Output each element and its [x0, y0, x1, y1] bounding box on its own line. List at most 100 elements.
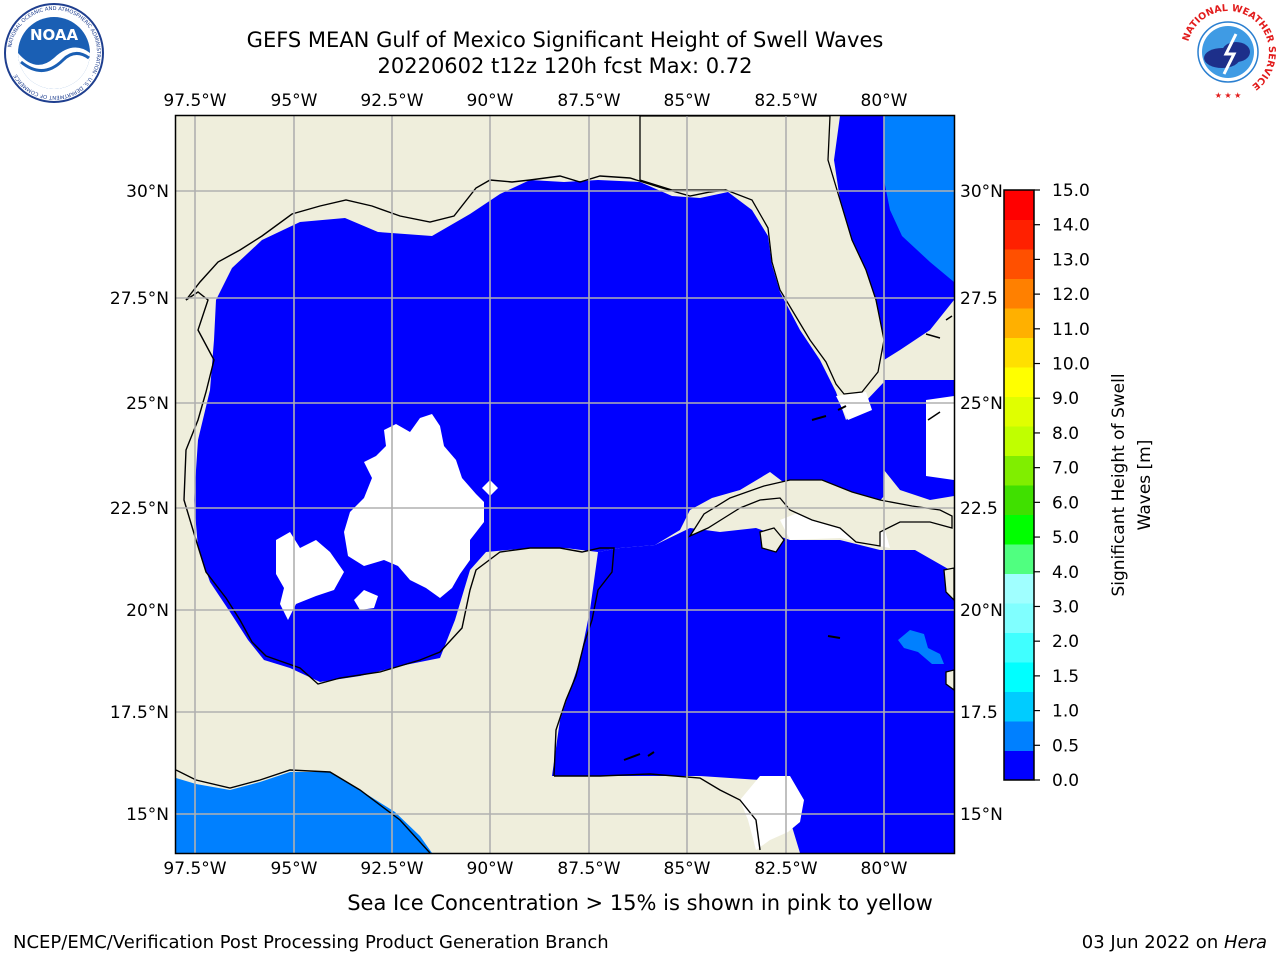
lat-label: 25°N: [126, 394, 169, 414]
colorbar-segment: [1004, 426, 1034, 456]
colorbar-segment: [1004, 219, 1034, 250]
chart-title: GEFS MEAN Gulf of Mexico Significant Hei…: [246, 28, 884, 52]
colorbar-frame: [1003, 189, 1035, 781]
colorbar-tick-label: 14.0: [1052, 216, 1090, 236]
colorbar-segment: [1004, 249, 1034, 279]
colorbar-segment: [1004, 396, 1034, 427]
colorbar-tick-label: 12.0: [1052, 285, 1090, 305]
colorbar-segment: [1004, 603, 1034, 633]
lon-label: 85°W: [664, 91, 711, 111]
central-america-coastline: [554, 773, 761, 851]
lon-labels-top: 97.5°W 95°W 92.5°W 90°W 87.5°W 85°W 82.5…: [163, 91, 907, 111]
no-data-gulf-small: [354, 590, 378, 610]
lat-label: 20°N: [960, 601, 1003, 621]
lat-labels-right: 30°N 27.5 25°N 22.5 20°N 17.5 15°N: [960, 182, 1003, 825]
colorbar-segment: [1004, 308, 1034, 338]
lat-label: 25°N: [960, 394, 1003, 414]
florida-peninsula: [639, 116, 885, 395]
isle-of-youth: [759, 527, 785, 553]
lon-label: 80°W: [861, 859, 908, 879]
colorbar-tick-label: 4.0: [1052, 563, 1079, 583]
hispaniola-edge: [943, 567, 954, 601]
national-weather-service-logo: NATIONAL WEATHER SERVICE ★ ★ ★: [1181, 3, 1278, 100]
lon-label: 95°W: [271, 859, 318, 879]
colorbar-tick-label: 15.0: [1052, 181, 1090, 201]
colorbar-tick-label: 1.5: [1052, 667, 1079, 687]
lon-label: 87.5°W: [557, 859, 620, 879]
noaa-logo: NOAA NATIONAL OCEANIC AND ATMOSPHERIC AD…: [4, 3, 104, 103]
lon-label: 82.5°W: [754, 859, 817, 879]
colorbar-segment: [1004, 485, 1034, 515]
no-data-florida-keys: [836, 392, 872, 420]
bahamas-islands: [925, 315, 953, 421]
colorbar-tick-label: 3.0: [1052, 597, 1079, 617]
colorbar-segment: [1004, 750, 1034, 781]
swell-0.5-patch-caribbean: [898, 630, 944, 664]
colorbar-segment: [1004, 662, 1034, 692]
colorbar-tick-label: 7.0: [1052, 459, 1079, 479]
date-text: 03 Jun 2022 on: [1081, 932, 1224, 953]
colorbar-tick-label: 0.5: [1052, 736, 1079, 756]
lat-label: 27.5°N: [110, 289, 169, 309]
small-island-1: [623, 751, 655, 761]
colorbar-label-line2: Waves [m]: [1135, 440, 1155, 531]
map-area: [176, 116, 954, 853]
lat-label: 15°N: [960, 805, 1003, 825]
no-data-bahamas: [926, 396, 954, 480]
florida-keys-line: [811, 405, 847, 421]
lon-label: 87.5°W: [557, 91, 620, 111]
lon-label: 92.5°W: [360, 859, 423, 879]
colorbar-tick-label: 9.0: [1052, 389, 1079, 409]
colorbar-segment: [1004, 190, 1034, 220]
lat-label: 20°N: [126, 601, 169, 621]
lon-label: 80°W: [861, 91, 908, 111]
colorbar: [1003, 189, 1035, 781]
lon-label: 97.5°W: [163, 91, 226, 111]
pacific-coastline: [176, 769, 431, 853]
small-island-2: [827, 635, 841, 639]
cuba-island: [688, 479, 953, 547]
lon-label: 95°W: [271, 91, 318, 111]
colorbar-tick-label: 6.0: [1052, 493, 1079, 513]
colorbar-segment: [1004, 455, 1034, 486]
colorbar-tick-label: 10.0: [1052, 355, 1090, 375]
lon-label: 92.5°W: [360, 91, 423, 111]
lat-label: 17.5°N: [110, 703, 169, 723]
lat-label: 15°N: [126, 805, 169, 825]
colorbar-segment: [1004, 632, 1034, 663]
jamaica-edge: [945, 669, 954, 691]
lat-label: 22.5°N: [110, 499, 169, 519]
credit-line: NCEP/EMC/Verification Post Processing Pr…: [13, 932, 609, 953]
colorbar-tick-label: 11.0: [1052, 320, 1090, 340]
swell-0.5-band-pacific: [176, 772, 432, 853]
lat-label: 27.5: [960, 289, 998, 309]
colorbar-ticks: 15.0 14.0 13.0 12.0 11.0 10.0 9.0 8.0 7.0 6.0 5.0 4…: [1034, 181, 1090, 791]
lon-label: 97.5°W: [163, 859, 226, 879]
svg-text:★ ★ ★: ★ ★ ★: [1215, 91, 1242, 100]
no-data-gulf-west: [276, 532, 344, 620]
lat-label: 17.5: [960, 703, 998, 723]
colorbar-tick-label: 0.0: [1052, 771, 1079, 791]
lon-label: 90°W: [467, 91, 514, 111]
colorbar-segment: [1004, 514, 1034, 545]
colorbar-segment: [1004, 367, 1034, 397]
lat-labels-left: 30°N 27.5°N 25°N 22.5°N 20°N 17.5°N 15°N: [110, 182, 169, 825]
colorbar-segment: [1004, 691, 1034, 722]
lat-label: 22.5: [960, 499, 998, 519]
lon-label: 90°W: [467, 859, 514, 879]
map-frame: [174, 114, 956, 855]
colorbar-tick-label: 8.0: [1052, 424, 1079, 444]
colorbar-tick-label: 5.0: [1052, 528, 1079, 548]
colorbar-label-line1: Significant Height of Swell: [1109, 373, 1129, 596]
colorbar-segment: [1004, 337, 1034, 368]
swell-0.5-band-atlantic: [884, 116, 954, 282]
date-stamp: 03 Jun 2022 on Hera: [1082, 932, 1267, 953]
colorbar-segment: [1004, 278, 1034, 309]
sea-ice-note: Sea Ice Concentration > 15% is shown in …: [347, 891, 933, 915]
lon-label: 82.5°W: [754, 91, 817, 111]
lon-label: 85°W: [664, 859, 711, 879]
lat-label: 30°N: [960, 182, 1003, 202]
lat-label: 30°N: [126, 182, 169, 202]
colorbar-segment: [1004, 573, 1034, 604]
